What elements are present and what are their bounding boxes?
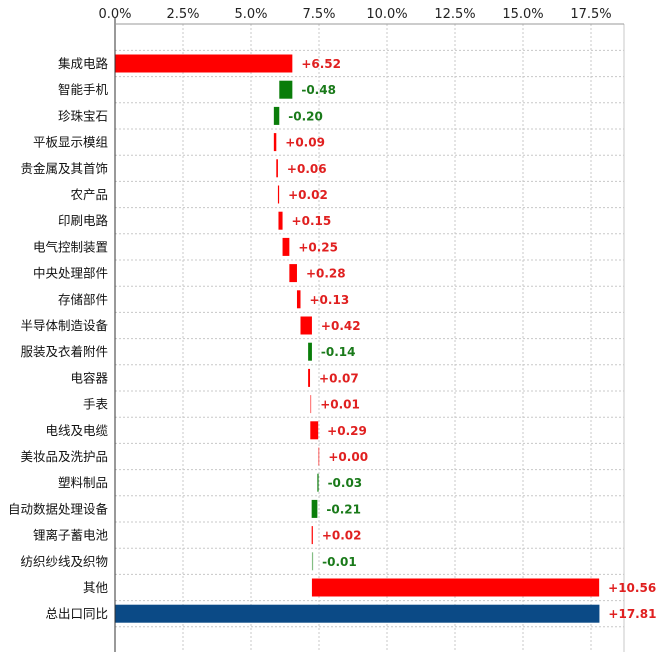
bar xyxy=(317,473,319,492)
value-label: +0.02 xyxy=(288,188,328,202)
category-label: 半导体制造设备 xyxy=(20,318,108,333)
x-tick-label: 7.5% xyxy=(302,7,335,22)
value-label: +0.15 xyxy=(292,214,332,228)
value-label: +6.52 xyxy=(301,57,341,71)
x-tick-label: 10.0% xyxy=(366,7,407,22)
value-label: -0.03 xyxy=(328,476,363,490)
bar xyxy=(308,342,312,361)
category-label: 智能手机 xyxy=(58,82,109,97)
x-tick-label: 5.0% xyxy=(234,7,267,22)
category-label: 美妆品及洗护品 xyxy=(20,449,108,464)
category-label: 电线及电缆 xyxy=(45,423,108,438)
x-axis-ticks: 0.0% 2.5% 5.0% 7.5% 10.0% 12.5% 15.0% 17.5% xyxy=(98,7,611,22)
category-label: 纺织纱线及织物 xyxy=(20,554,108,569)
value-label: +0.07 xyxy=(319,371,359,385)
x-tick-label: 0.0% xyxy=(98,7,131,22)
category-label: 农产品 xyxy=(70,187,108,202)
bar xyxy=(311,526,313,545)
category-label: 电气控制装置 xyxy=(33,239,108,254)
bar xyxy=(311,578,600,597)
bar xyxy=(310,395,312,414)
value-label: +0.13 xyxy=(310,293,350,307)
bar xyxy=(273,106,280,125)
x-tick-label: 15.0% xyxy=(502,7,543,22)
value-label: +0.06 xyxy=(287,162,327,176)
value-label: +0.28 xyxy=(306,267,346,281)
bar xyxy=(311,499,318,518)
bar xyxy=(115,54,293,73)
value-label: +0.09 xyxy=(285,136,325,150)
category-label: 其他 xyxy=(83,580,109,595)
bar xyxy=(300,316,312,335)
x-tick-label: 12.5% xyxy=(434,7,475,22)
bar xyxy=(278,211,283,230)
x-tick-label: 17.5% xyxy=(570,7,611,22)
category-label: 总出口同比 xyxy=(45,606,108,621)
bar xyxy=(115,604,600,623)
value-label: -0.21 xyxy=(326,502,361,516)
category-label: 集成电路 xyxy=(58,56,109,71)
bar xyxy=(318,447,320,466)
bar xyxy=(296,290,301,309)
value-label: -0.48 xyxy=(301,83,336,97)
value-label: -0.01 xyxy=(322,555,357,569)
category-label: 服装及衣着附件 xyxy=(20,344,108,359)
value-labels: +6.52 -0.48 -0.20 +0.09 +0.06 +0.02 +0.15 +0.25… xyxy=(285,57,656,621)
category-label: 印刷电路 xyxy=(58,213,109,228)
bar xyxy=(279,80,293,99)
bar xyxy=(273,133,277,152)
category-label: 锂离子蓄电池 xyxy=(33,528,109,543)
bar xyxy=(308,368,311,387)
gridlines xyxy=(115,24,625,652)
bar xyxy=(282,237,290,256)
category-label: 手表 xyxy=(83,397,109,412)
category-label: 珍珠宝石 xyxy=(58,108,108,123)
value-label: +0.01 xyxy=(320,398,360,412)
bars xyxy=(115,54,600,623)
bar xyxy=(289,264,297,283)
category-labels: 集成电路智能手机珍珠宝石平板显示模组贵金属及其首饰农产品印刷电路电气控制装置中央… xyxy=(8,56,109,621)
value-label: +0.02 xyxy=(322,529,362,543)
value-label: +0.25 xyxy=(298,240,338,254)
x-tick-label: 2.5% xyxy=(166,7,199,22)
bar xyxy=(276,159,278,178)
category-label: 贵金属及其首饰 xyxy=(20,161,108,176)
category-label: 自动数据处理设备 xyxy=(8,501,109,516)
category-label: 平板显示模组 xyxy=(33,135,108,150)
value-label: -0.20 xyxy=(288,109,323,123)
value-label: +17.81 xyxy=(608,607,656,621)
value-label: -0.14 xyxy=(321,345,356,359)
value-label: +0.29 xyxy=(327,424,367,438)
value-label: +0.42 xyxy=(321,319,361,333)
value-label: +0.00 xyxy=(328,450,368,464)
bar xyxy=(277,185,280,204)
bar xyxy=(311,552,314,571)
category-label: 存储部件 xyxy=(58,292,108,307)
category-label: 中央处理部件 xyxy=(33,266,108,281)
bar xyxy=(310,421,319,440)
category-label: 电容器 xyxy=(70,370,108,385)
value-label: +10.56 xyxy=(608,581,656,595)
category-label: 塑料制品 xyxy=(58,475,108,490)
